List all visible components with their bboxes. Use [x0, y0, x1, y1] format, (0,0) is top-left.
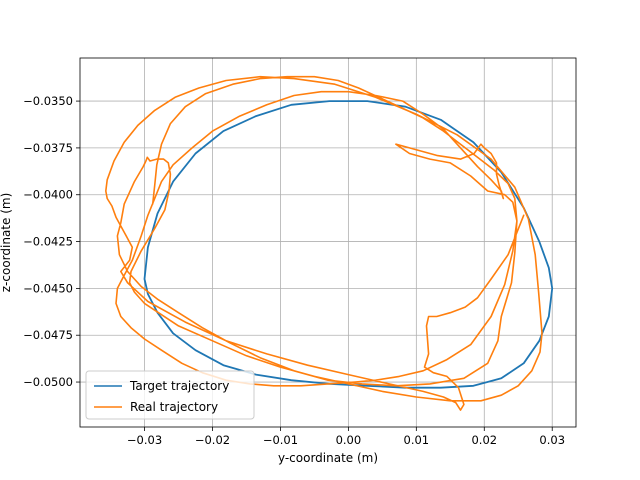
x-tick-label: 0.01 — [404, 433, 430, 447]
x-tick-label: 0.02 — [471, 433, 497, 447]
series-line-target — [143, 100, 554, 389]
x-tick-label: −0.02 — [195, 433, 230, 447]
x-tick-label: −0.01 — [263, 433, 298, 447]
plot-series — [105, 75, 554, 411]
y-tick-label: −0.0425 — [23, 235, 73, 249]
y-axis-ticks: −0.0350 −0.0375 −0.0400 −0.0425 −0.0450 −0.04… — [23, 94, 80, 389]
y-tick-label: −0.0375 — [23, 141, 73, 155]
legend: Target trajectory Real trajectory — [85, 370, 255, 420]
x-axis-label: y-coordinate (m) — [278, 451, 378, 465]
y-tick-label: −0.0500 — [23, 375, 73, 389]
y-tick-label: −0.0475 — [23, 328, 73, 342]
x-tick-label: 0.03 — [539, 433, 565, 447]
y-axis-label: z-coordinate (m) — [0, 193, 13, 293]
series-line-real — [105, 75, 543, 411]
x-tick-label: 0.00 — [336, 433, 362, 447]
legend-label-target: Target trajectory — [129, 379, 229, 393]
y-tick-label: −0.0350 — [23, 94, 73, 108]
grid — [80, 58, 576, 427]
y-tick-label: −0.0450 — [23, 281, 73, 295]
x-axis-ticks: −0.03 −0.02 −0.01 0.00 0.01 0.02 0.03 — [127, 427, 565, 447]
legend-label-real: Real trajectory — [130, 400, 218, 414]
x-tick-label: −0.03 — [127, 433, 162, 447]
plot-frame — [79, 57, 577, 428]
legend-box — [85, 370, 255, 420]
y-tick-label: −0.0400 — [23, 188, 73, 202]
